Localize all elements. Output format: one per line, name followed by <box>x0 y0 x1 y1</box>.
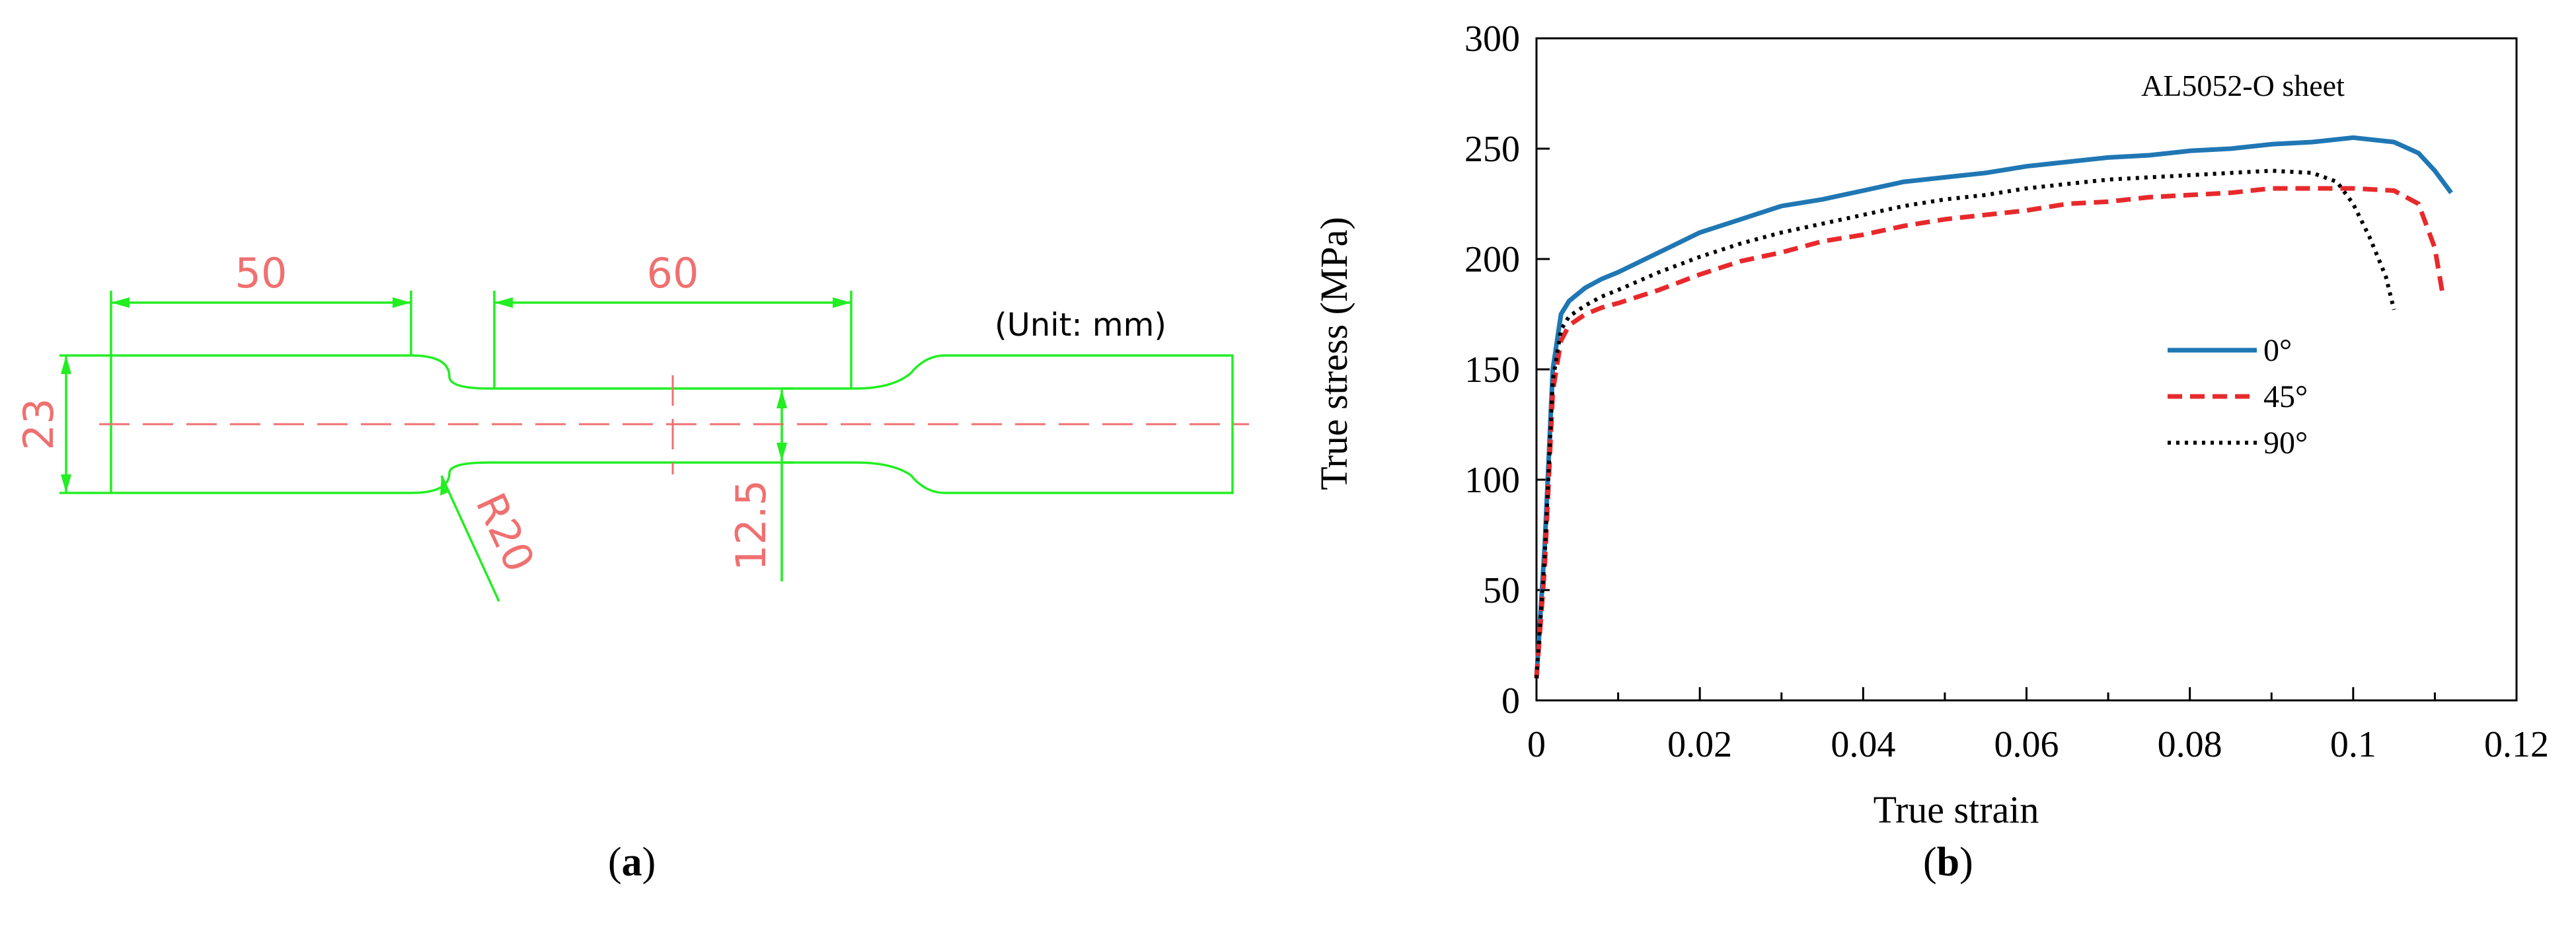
series-line-0 <box>1534 135 2453 679</box>
y-axis-label: True stress (MPa) <box>1312 217 1355 490</box>
arrowheads <box>61 297 851 496</box>
x-tick-label: 0.12 <box>2484 724 2549 765</box>
specimen-top-edge <box>110 354 1234 494</box>
chart-legend: 0° 45° 90° <box>2168 333 2308 461</box>
centerlines <box>99 375 1249 474</box>
panel-b-letter: b <box>1936 840 1960 885</box>
x-tick-label: 0.1 <box>2330 724 2376 765</box>
panel-a-letter: a <box>621 840 642 885</box>
y-tick-label: 300 <box>1464 19 1520 59</box>
y-tick-label: 200 <box>1464 239 1520 280</box>
specimen-drawing: 50 60 23 12.5 R20 (Unit: mm) <box>15 249 1249 602</box>
radius-leader <box>440 475 500 602</box>
chart-ticks <box>1535 37 2518 702</box>
legend-label: 45° <box>2263 379 2308 414</box>
x-tick-label: 0 <box>1527 724 1546 765</box>
x-tick-label: 0.06 <box>1994 724 2059 765</box>
x-tick-label: 0.08 <box>2158 724 2222 765</box>
dim-label-60: 60 <box>647 249 699 297</box>
x-tick-label: 0.04 <box>1831 724 1895 765</box>
legend-label: 90° <box>2263 426 2308 461</box>
x-tick-label: 0.02 <box>1667 724 1732 765</box>
y-tick-label: 150 <box>1464 350 1520 390</box>
series-line-1 <box>1534 186 2446 679</box>
dim-label-50: 50 <box>235 249 287 297</box>
stress-strain-chart: 0 0.02 0.04 0.06 0.08 0.1 0.12 0 50 100 150 200 250 3… <box>1312 19 2549 831</box>
dim-label-23: 23 <box>15 398 63 451</box>
legend-label: 0° <box>2263 333 2292 368</box>
y-tick-label: 250 <box>1464 129 1520 170</box>
specimen-outline <box>59 291 1234 602</box>
y-tick-label: 0 <box>1501 681 1520 722</box>
x-axis-label: True strain <box>1874 788 2039 831</box>
y-tick-label: 50 <box>1483 570 1520 611</box>
dim-label-r20: R20 <box>467 486 545 579</box>
y-tick-label: 100 <box>1464 460 1520 501</box>
series-line-2 <box>1534 168 2396 679</box>
chart-tick-labels: 0 0.02 0.04 0.06 0.08 0.1 0.12 0 50 100 150 200 250 3… <box>1464 19 2549 765</box>
unit-note: (Unit: mm) <box>995 307 1166 344</box>
panel-label-a: (a) <box>608 840 656 885</box>
chart-annotation: AL5052-O sheet <box>2141 69 2345 102</box>
panel-label-b: (b) <box>1923 840 1973 885</box>
chart-series <box>1534 135 2453 679</box>
dim-label-12-5: 12.5 <box>727 480 775 571</box>
